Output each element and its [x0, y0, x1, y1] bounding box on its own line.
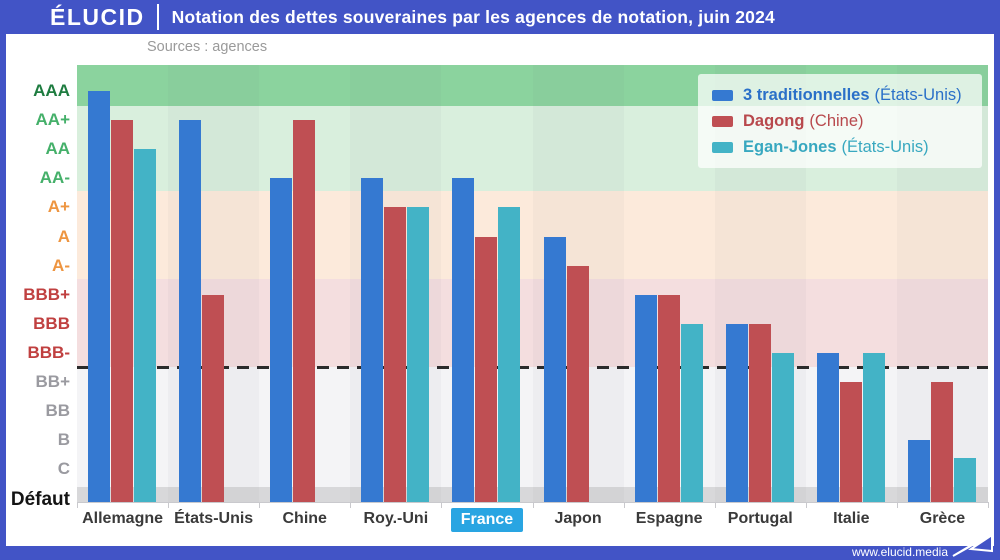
bar-traditionnelles-roy-uni — [361, 178, 384, 502]
legend-swatch-egan-jones — [712, 141, 733, 153]
y-label-aa: AA — [45, 139, 70, 159]
x-label-text-chine: Chine — [282, 510, 327, 527]
bar-dagong-etats-unis — [202, 294, 225, 502]
bar-dagong-roy-uni — [384, 207, 407, 502]
x-axis-tick — [714, 502, 716, 508]
bar-traditionnelles-italie — [816, 352, 839, 502]
legend-swatch-traditionnelles — [712, 89, 733, 101]
brand-logo: ÉLUCID — [50, 3, 145, 30]
x-label-text-espagne: Espagne — [635, 510, 703, 527]
x-label-text-etats-unis: États-Unis — [174, 510, 254, 527]
x-label-portugal: Portugal — [715, 508, 806, 530]
legend-name-traditionnelles: 3 traditionnelles — [743, 85, 870, 104]
x-label-text-portugal: Portugal — [727, 510, 793, 527]
bar-dagong-chine — [293, 120, 316, 502]
y-label-aaa: AAA — [33, 81, 70, 100]
bar-traditionnelles-espagne — [634, 294, 657, 502]
x-label-text-italie: Italie — [833, 510, 870, 527]
x-axis-tick — [623, 502, 625, 508]
legend-name-egan-jones: Egan-Jones — [743, 137, 837, 156]
bar-dagong-espagne — [657, 294, 680, 502]
investment-grade-line — [77, 366, 988, 370]
x-label-espagne: Espagne — [624, 508, 715, 530]
header-divider — [156, 4, 159, 30]
x-axis-tick — [988, 502, 989, 508]
bar-traditionnelles-etats-unis — [179, 120, 202, 502]
bar-dagong-italie — [839, 382, 862, 502]
x-label-text-roy-uni: Roy.-Uni — [363, 510, 429, 527]
y-label-c: C — [57, 459, 70, 479]
bar-traditionnelles-japon — [543, 236, 566, 502]
x-label-text-japon: Japon — [554, 510, 602, 527]
bar-dagong-portugal — [748, 323, 771, 502]
bar-traditionnelles-allemagne — [88, 91, 110, 502]
bar-egan-jones-italie — [862, 352, 885, 502]
band-a — [77, 191, 988, 279]
bar-dagong-allemagne — [111, 120, 133, 502]
x-label-japon: Japon — [533, 508, 624, 530]
elucid-arrow-icon — [952, 532, 993, 557]
y-label-b: B — [57, 430, 70, 450]
y-label-bbb: BBB — [33, 313, 70, 333]
bar-egan-jones-portugal — [771, 352, 794, 502]
x-axis-tick — [896, 502, 898, 508]
header: ÉLUCID Notation des dettes souveraines p… — [0, 0, 1000, 34]
bar-traditionnelles-portugal — [725, 323, 748, 502]
y-label-bb-: BB+ — [35, 372, 70, 391]
footer — [0, 546, 1000, 560]
x-axis-tick — [259, 502, 261, 508]
x-label-text-grece: Grèce — [919, 510, 966, 527]
x-axis-tick — [168, 502, 170, 508]
band-bbb — [77, 278, 988, 368]
bar-dagong-japon — [566, 265, 589, 502]
y-label-a-: A+ — [47, 197, 70, 217]
footer-url: www.elucid.media — [851, 545, 948, 559]
x-label-france: France — [441, 508, 532, 532]
bar-traditionnelles-chine — [270, 178, 293, 502]
y-label-bbb-: BBB+ — [23, 284, 70, 304]
bar-traditionnelles-france — [452, 178, 475, 502]
y-label-aa-: AA- — [39, 168, 70, 188]
legend-row-egan-jones: Egan-Jones (États-Unis) — [712, 134, 982, 160]
y-label-defaut: Défaut — [10, 488, 70, 510]
bar-dagong-grece — [930, 382, 953, 502]
x-label-etats-unis: États-Unis — [168, 508, 259, 530]
bar-egan-jones-roy-uni — [407, 207, 430, 502]
x-label-grece: Grèce — [897, 508, 988, 530]
y-label-bbb-: BBB- — [27, 342, 71, 362]
x-axis-tick — [805, 502, 807, 508]
x-label-allemagne: Allemagne — [77, 508, 168, 530]
y-label-a-: A- — [52, 255, 70, 275]
x-label-text-allemagne: Allemagne — [82, 510, 164, 527]
legend-origin-dagong: (Chine) — [809, 111, 864, 130]
bar-egan-jones-allemagne — [134, 149, 157, 502]
x-axis-tick — [350, 502, 352, 508]
bar-egan-jones-france — [498, 207, 521, 502]
y-label-aa-: AA+ — [35, 110, 70, 130]
legend-name-dagong: Dagong — [743, 111, 805, 130]
x-axis-tick — [532, 502, 534, 508]
x-label-chine: Chine — [259, 508, 350, 530]
x-label-italie: Italie — [806, 508, 897, 530]
x-label-text-france: France — [450, 508, 524, 532]
bar-traditionnelles-grece — [907, 440, 930, 502]
source-note: Sources : agences — [147, 39, 268, 55]
legend-swatch-dagong — [712, 115, 733, 127]
page-title: Notation des dettes souveraines par les … — [171, 6, 775, 27]
x-label-roy-uni: Roy.-Uni — [350, 508, 441, 530]
x-axis-tick — [77, 502, 78, 508]
y-label-a: A — [57, 226, 70, 246]
legend-origin-traditionnelles: (États-Unis) — [874, 85, 962, 104]
x-axis-tick — [441, 502, 443, 508]
bar-egan-jones-espagne — [680, 323, 703, 502]
y-label-bb: BB — [45, 401, 70, 421]
legend-origin-egan-jones: (États-Unis) — [841, 137, 929, 156]
bar-dagong-france — [475, 236, 498, 502]
legend-row-dagong: Dagong (Chine) — [712, 108, 982, 134]
bar-egan-jones-grece — [953, 457, 976, 502]
legend: 3 traditionnelles (États-Unis) Dagong (Chin… — [698, 74, 982, 168]
legend-row-traditionnelles: 3 traditionnelles (États-Unis) — [712, 82, 982, 108]
